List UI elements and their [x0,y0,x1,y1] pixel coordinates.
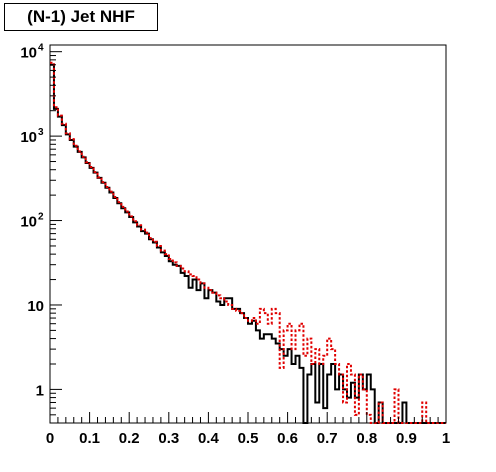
series-line-red [50,61,446,424]
x-tick-label: 0.1 [79,430,100,447]
plot-area [49,44,447,424]
y-tick-label: 10 [20,45,37,62]
x-axis: 0 0.1 0.2 0.3 0.4 0.5 0.6 0.7 0.8 0.9 1 [46,412,450,447]
series-group [50,61,446,424]
x-tick-label: 0.9 [396,430,417,447]
plot-frame [49,44,447,424]
x-tick-label: 0.3 [158,430,179,447]
x-tick-label: 0.4 [198,430,220,447]
y-tick-exponent: 3 [38,127,44,138]
x-tick-label: 0.6 [277,430,298,447]
y-tick-exponent: 2 [38,212,44,223]
x-tick-label: 0 [46,430,54,447]
x-tick-label: 0.8 [356,430,377,447]
y-tick-label: 10 [20,214,37,231]
y-tick-label: 10 [20,129,37,146]
x-tick-label: 0.5 [238,430,259,447]
x-tick-label: 1 [442,430,450,447]
chart-title: (N-1) Jet NHF [4,3,158,31]
y-tick-label: 10 [27,298,44,315]
x-tick-label: 0.7 [317,430,338,447]
x-tick-label: 0.2 [119,430,140,447]
y-tick-label: 1 [36,382,44,399]
y-tick-exponent: 4 [38,43,44,54]
